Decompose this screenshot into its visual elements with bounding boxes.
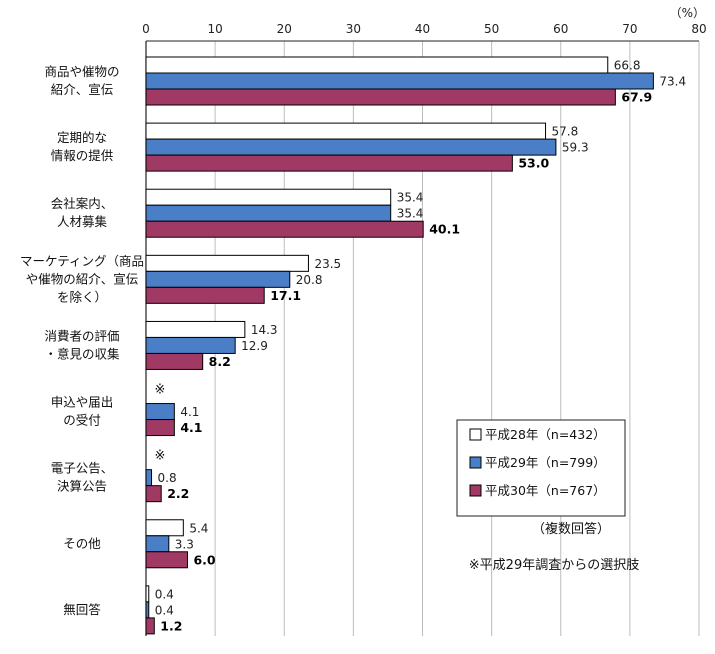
bars <box>145 56 654 635</box>
category-label: 商品や催物の <box>44 64 119 79</box>
bar <box>145 154 513 172</box>
category-label: マーケティング（商品 <box>20 253 144 268</box>
bar <box>145 88 616 106</box>
data-label: 73.4 <box>659 75 686 89</box>
bar <box>145 286 265 304</box>
x-axis-ticks: 0 10 20 30 40 50 60 70 80 <box>142 22 706 36</box>
x-tick-label: 80 <box>691 22 706 36</box>
new-option-mark: ※ <box>155 449 166 464</box>
data-label: 67.9 <box>621 90 652 105</box>
data-label: 0.8 <box>158 471 177 485</box>
data-label: 40.1 <box>429 222 460 237</box>
note-new-option: ※平成29年調査からの選択肢 <box>469 557 639 573</box>
category-label: その他 <box>63 536 101 551</box>
bar <box>145 403 175 421</box>
x-tick-label: 70 <box>622 22 637 36</box>
data-label: 66.8 <box>614 59 641 73</box>
data-label: 4.1 <box>180 420 202 435</box>
new-option-mark: ※ <box>155 383 166 398</box>
bar <box>145 469 153 487</box>
bar <box>145 270 291 288</box>
bar <box>145 220 424 238</box>
bar <box>145 254 309 272</box>
bar <box>145 122 547 140</box>
x-tick-label: 50 <box>484 22 499 36</box>
data-label: 1.2 <box>160 618 182 633</box>
bar <box>145 551 188 569</box>
data-label: 35.4 <box>397 191 424 205</box>
data-label: 12.9 <box>241 339 268 353</box>
category-label: 申込や届出 <box>51 395 114 410</box>
legend: 平成28年（n=432） 平成29年（n=799） 平成30年（n=767） <box>456 419 626 517</box>
x-tick-label: 30 <box>346 22 361 36</box>
legend-label: 平成30年（n=767） <box>485 483 606 498</box>
data-label: 6.0 <box>193 552 215 567</box>
bar <box>145 72 654 90</box>
x-tick-label: 20 <box>277 22 292 36</box>
category-label: 定期的な <box>57 130 107 145</box>
data-label: 5.4 <box>189 521 208 535</box>
legend-label: 平成29年（n=799） <box>485 455 606 470</box>
bar <box>145 419 175 437</box>
data-label: 35.4 <box>397 207 424 221</box>
data-label: 23.5 <box>314 257 341 271</box>
bar <box>145 519 184 537</box>
category-label: 電子公告、 <box>51 461 114 476</box>
legend-box <box>456 419 626 517</box>
bar <box>145 601 150 619</box>
category-label: を除く） <box>57 289 107 304</box>
category-label: の受付 <box>63 413 101 428</box>
category-label: 消費者の評価 <box>44 328 119 343</box>
legend-swatch <box>469 484 482 497</box>
data-label: 59.3 <box>562 141 589 155</box>
new-option-marks: ※※ <box>155 383 166 464</box>
data-label: 57.8 <box>552 125 579 139</box>
category-label: 人材募集 <box>57 214 108 229</box>
bar <box>145 617 155 635</box>
x-tick-label: 60 <box>553 22 568 36</box>
category-labels: 商品や催物の紹介、宣伝定期的な情報の提供会社案内、人材募集マーケティング（商品や… <box>20 64 144 617</box>
data-label: 17.1 <box>270 288 301 303</box>
data-label: 0.4 <box>155 603 174 617</box>
category-label: ・意見の収集 <box>44 346 120 361</box>
data-label: 8.2 <box>209 354 231 369</box>
x-tick-label: 0 <box>142 22 150 36</box>
note-multiple-answers: （複数回答） <box>532 521 610 537</box>
bar <box>145 138 557 156</box>
data-label: 2.2 <box>167 486 189 501</box>
bar <box>145 535 170 553</box>
data-label: 4.1 <box>180 405 199 419</box>
bar <box>145 585 150 603</box>
data-label: 53.0 <box>518 156 549 171</box>
category-label: 会社案内、 <box>51 196 114 211</box>
axis-unit-label: （%） <box>670 6 705 20</box>
category-label: 無回答 <box>63 602 101 617</box>
legend-swatch <box>469 428 482 441</box>
bar <box>145 204 392 222</box>
bar <box>145 485 162 503</box>
bar <box>145 188 392 206</box>
category-label: 紹介、宣伝 <box>51 82 114 97</box>
category-label: 情報の提供 <box>51 148 114 163</box>
legend-swatch <box>469 456 482 469</box>
legend-label: 平成28年（n=432） <box>485 427 606 442</box>
bar <box>145 336 236 354</box>
category-label: 決算公告 <box>57 479 107 494</box>
data-label: 14.3 <box>251 323 278 337</box>
x-tick-label: 40 <box>415 22 430 36</box>
bar <box>145 56 609 74</box>
data-label: 20.8 <box>296 273 323 287</box>
bar <box>145 352 204 370</box>
x-tick-label: 10 <box>207 22 222 36</box>
data-label: 0.4 <box>155 587 174 601</box>
value-labels: 66.8 73.4 67.9 57.8 59.3 53.0 35.4 35.4 40.1 23.5… <box>155 59 686 634</box>
bar <box>145 320 246 338</box>
data-label: 3.3 <box>175 537 194 551</box>
category-label: や催物の紹介、宣伝 <box>26 271 139 286</box>
